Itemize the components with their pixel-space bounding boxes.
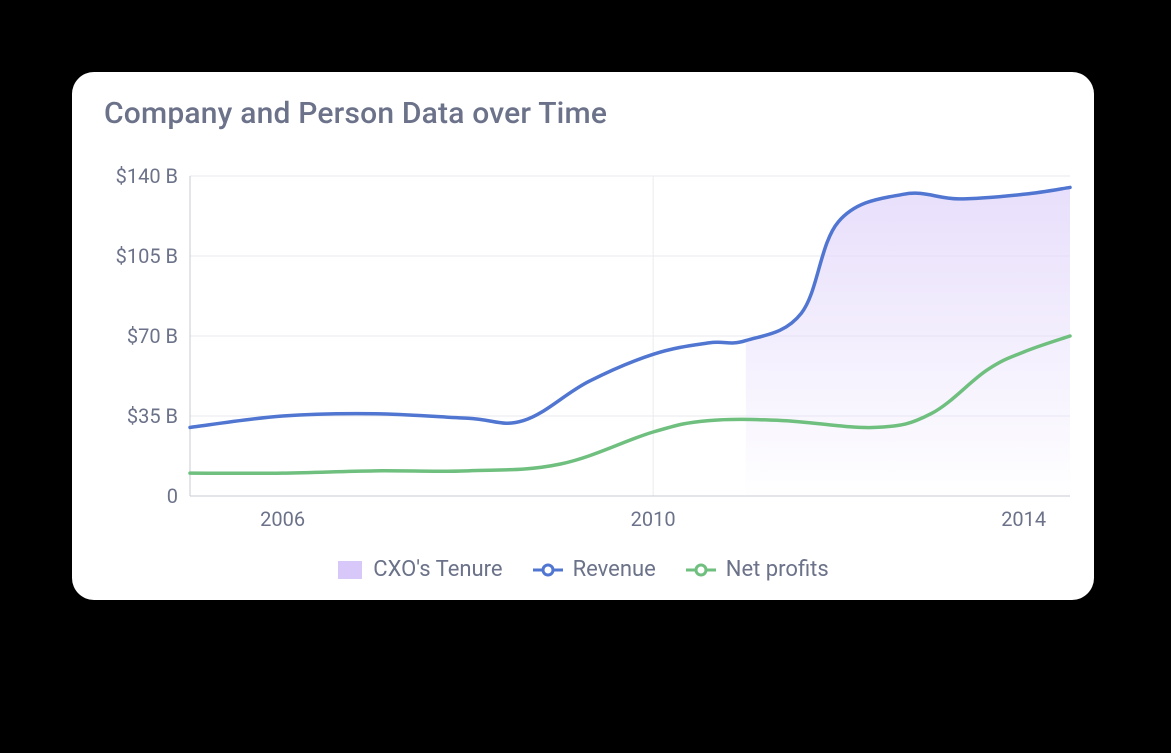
legend-label: Net profits bbox=[726, 557, 829, 582]
chart-legend: CXO's Tenure Revenue Net profits bbox=[72, 557, 1094, 582]
legend-label: CXO's Tenure bbox=[373, 557, 502, 582]
y-tick-label: $70 B bbox=[127, 324, 178, 348]
y-tick-label: $105 B bbox=[116, 244, 178, 268]
legend-label: Revenue bbox=[573, 557, 656, 582]
chart-svg: 0 $35 B $70 B $105 B $140 B 2006 2010 2014 bbox=[72, 72, 1094, 600]
legend-item: Revenue bbox=[533, 557, 656, 582]
legend-item: CXO's Tenure bbox=[337, 557, 502, 582]
x-tick-label: 2006 bbox=[260, 507, 305, 531]
y-tick-label: 0 bbox=[167, 484, 178, 508]
x-tick-label: 2014 bbox=[1001, 507, 1046, 531]
legend-swatch-area-icon bbox=[337, 560, 363, 580]
legend-swatch-line-icon bbox=[686, 563, 716, 577]
x-tick-label: 2010 bbox=[631, 507, 676, 531]
y-tick-label: $35 B bbox=[127, 404, 178, 428]
legend-swatch-line-icon bbox=[533, 563, 563, 577]
legend-item: Net profits bbox=[686, 557, 829, 582]
y-tick-label: $140 B bbox=[116, 164, 178, 188]
chart-area: 0 $35 B $70 B $105 B $140 B 2006 2010 2014 bbox=[72, 72, 1094, 600]
chart-card: Company and Person Data over Time 0$35 B… bbox=[72, 72, 1094, 600]
tenure-area bbox=[746, 187, 1070, 496]
